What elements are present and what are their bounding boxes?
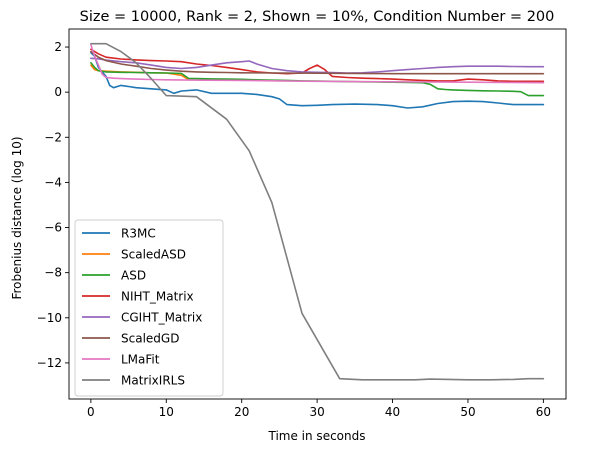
series-line-cgiht-matrix — [90, 57, 545, 74]
x-axis-label: Time in seconds — [268, 429, 366, 443]
series-lines — [90, 42, 545, 381]
series-line-scaledgd — [90, 50, 545, 75]
x-tick-label: 30 — [309, 405, 324, 419]
legend-label-scaledgd: ScaledGD — [121, 332, 179, 346]
series-line-r3mc — [90, 51, 545, 109]
x-tick-label: 60 — [536, 405, 551, 419]
legend-label-lmafit: LMaFit — [121, 353, 160, 367]
plot-area — [90, 42, 545, 381]
legend-label-niht-matrix: NIHT_Matrix — [121, 290, 194, 304]
x-tick-label: 20 — [234, 405, 249, 419]
y-axis-label: Frobenius distance (log 10) — [10, 136, 24, 299]
legend-label-cgiht-matrix: CGIHT_Matrix — [121, 311, 202, 325]
legend-label-r3mc: R3MC — [121, 227, 156, 241]
y-tick-label: −4 — [44, 175, 62, 189]
series-line-lmafit — [90, 43, 545, 84]
x-tick-label: 40 — [385, 405, 400, 419]
y-tick-label: 0 — [54, 85, 62, 99]
x-tick-label: 50 — [460, 405, 475, 419]
y-tick-label: 2 — [54, 40, 62, 54]
legend: R3MC ScaledASD ASD NIHT_Matrix CGIHT_Matrix S… — [74, 219, 224, 397]
legend-label-scaledasd: ScaledASD — [121, 248, 186, 262]
chart-title: Size = 10000, Rank = 2, Shown = 10%, Con… — [80, 9, 555, 25]
series-line-matrixirls — [90, 42, 545, 381]
series-line-niht-matrix — [90, 48, 545, 83]
y-tick-label: −12 — [37, 356, 62, 370]
legend-label-matrixirls: MatrixIRLS — [121, 374, 185, 388]
y-tick-label: −6 — [44, 221, 62, 235]
legend-box — [74, 219, 224, 397]
x-tick-label: 0 — [87, 405, 95, 419]
y-tick-label: −2 — [44, 130, 62, 144]
y-tick-label: −8 — [44, 266, 62, 280]
x-tick-label: 10 — [159, 405, 174, 419]
y-tick-label: −10 — [37, 311, 62, 325]
legend-label-asd: ASD — [121, 269, 146, 283]
